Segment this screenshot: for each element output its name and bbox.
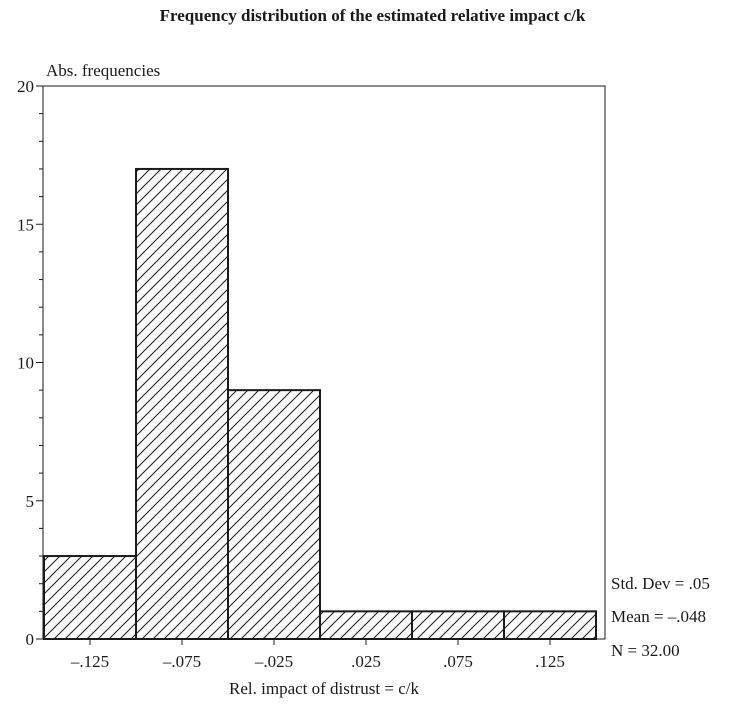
y-tick-label: 5 — [26, 492, 35, 511]
x-tick-label: –.075 — [162, 652, 201, 671]
x-tick-label: .025 — [351, 652, 381, 671]
histogram-bar — [319, 610, 413, 640]
y-tick-label: 20 — [17, 77, 34, 96]
x-axis: –.125 –.075 –.025 .025 .075 .125 — [70, 639, 565, 671]
y-axis: 0 5 10 15 20 — [17, 77, 43, 649]
stat-std-dev: Std. Dev = .05 — [611, 574, 710, 593]
histogram-bar — [135, 167, 229, 640]
y-tick-label: 15 — [17, 215, 34, 234]
y-axis-label: Abs. frequencies — [46, 61, 160, 80]
x-tick-label: .075 — [443, 652, 473, 671]
x-axis-label: Rel. impact of distrust = c/k — [229, 679, 419, 698]
y-tick-label: 0 — [26, 630, 35, 649]
x-tick-label: –.025 — [254, 652, 293, 671]
y-tick-label: 10 — [17, 354, 34, 373]
histogram-bar — [227, 389, 321, 640]
histogram-bar — [503, 610, 597, 640]
stat-mean: Mean = –.048 — [611, 607, 706, 626]
bars-layer — [43, 167, 597, 640]
x-tick-label: .125 — [535, 652, 565, 671]
histogram-bar — [43, 555, 137, 640]
x-tick-label: –.125 — [70, 652, 109, 671]
histogram-bar — [411, 610, 505, 640]
stat-n: N = 32.00 — [611, 641, 680, 660]
chart-title: Frequency distribution of the estimated … — [159, 6, 586, 25]
